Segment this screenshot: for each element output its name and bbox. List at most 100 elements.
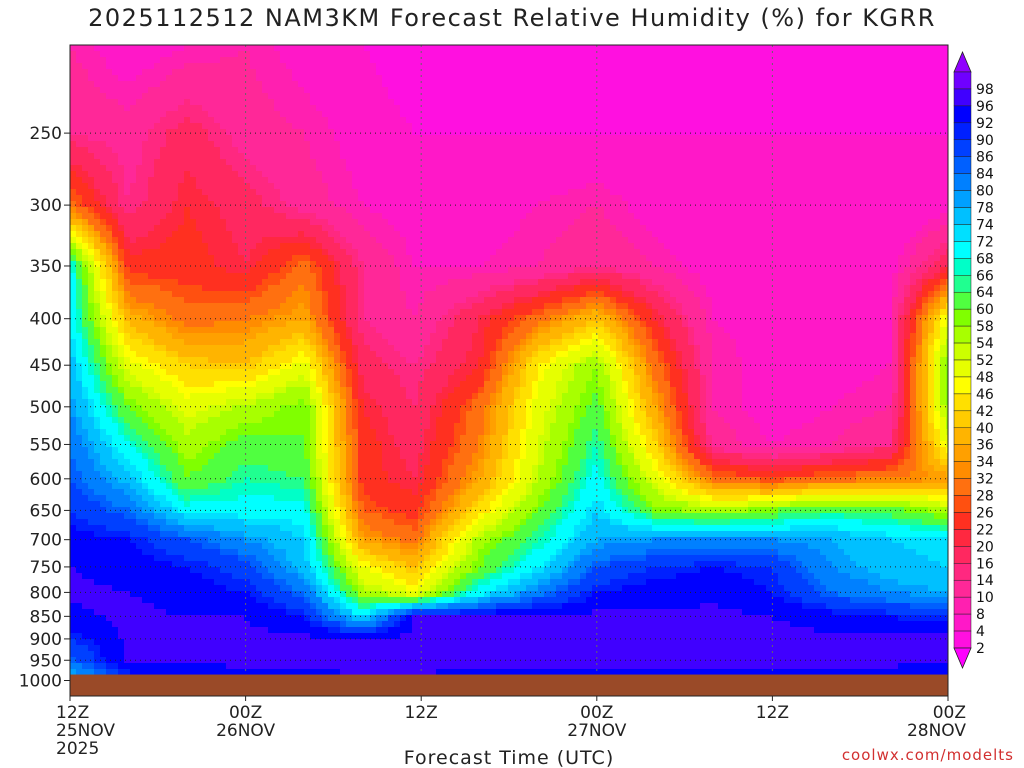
rh-cell: [358, 195, 365, 202]
rh-cell: [748, 231, 755, 238]
rh-cell: [454, 141, 461, 148]
rh-cell: [706, 207, 713, 214]
rh-cell: [130, 135, 137, 142]
rh-cell: [382, 51, 389, 58]
rh-cell: [322, 57, 329, 64]
rh-cell: [490, 207, 497, 214]
rh-cell: [928, 231, 935, 238]
rh-cell: [130, 171, 137, 178]
rh-cell: [310, 105, 317, 112]
rh-cell: [550, 129, 557, 136]
rh-cell: [172, 237, 179, 244]
rh-cell: [466, 183, 473, 190]
rh-cell: [148, 207, 155, 214]
rh-cell: [352, 105, 359, 112]
rh-cell: [580, 99, 587, 106]
rh-cell: [562, 63, 569, 70]
rh-cell: [784, 141, 791, 148]
rh-cell: [304, 201, 311, 208]
rh-cell: [322, 141, 329, 148]
rh-cell: [82, 117, 89, 124]
rh-cell: [262, 111, 269, 118]
rh-cell: [376, 75, 383, 82]
rh-cell: [592, 213, 599, 220]
rh-cell: [214, 117, 221, 124]
rh-cell: [268, 57, 275, 64]
rh-cell: [586, 195, 593, 202]
rh-cell: [580, 201, 587, 208]
rh-cell: [790, 177, 797, 184]
rh-cell: [874, 177, 881, 184]
rh-cell: [868, 51, 875, 58]
rh-cell: [394, 147, 401, 154]
rh-cell: [112, 93, 119, 100]
rh-cell: [550, 171, 557, 178]
rh-cell: [682, 183, 689, 190]
rh-cell: [364, 51, 371, 58]
rh-cell: [100, 177, 107, 184]
rh-cell: [100, 111, 107, 118]
rh-cell: [562, 123, 569, 130]
rh-cell: [934, 45, 941, 52]
rh-cell: [736, 123, 743, 130]
rh-cell: [874, 237, 881, 244]
rh-cell: [538, 75, 545, 82]
rh-cell: [232, 213, 239, 220]
rh-cell: [496, 189, 503, 196]
rh-cell: [262, 141, 269, 148]
rh-cell: [310, 159, 317, 166]
rh-cell: [118, 213, 125, 220]
rh-cell: [244, 81, 251, 88]
rh-cell: [754, 123, 761, 130]
rh-cell: [802, 87, 809, 94]
rh-cell: [244, 93, 251, 100]
rh-cell: [256, 81, 263, 88]
rh-cell: [184, 75, 191, 82]
rh-cell: [298, 45, 305, 52]
rh-cell: [514, 117, 521, 124]
rh-cell: [202, 105, 209, 112]
rh-cell: [154, 195, 161, 202]
rh-cell: [844, 87, 851, 94]
rh-cell: [904, 165, 911, 172]
rh-cell: [946, 57, 949, 64]
rh-cell: [670, 99, 677, 106]
rh-cell: [88, 135, 95, 142]
rh-cell: [502, 237, 509, 244]
rh-cell: [778, 219, 785, 226]
rh-cell: [826, 111, 833, 118]
rh-cell: [136, 87, 143, 94]
rh-cell: [364, 231, 371, 238]
rh-cell: [160, 81, 167, 88]
rh-cell: [826, 117, 833, 124]
rh-cell: [184, 213, 191, 220]
rh-cell: [658, 231, 665, 238]
rh-cell: [652, 135, 659, 142]
rh-cell: [196, 105, 203, 112]
rh-cell: [472, 201, 479, 208]
rh-cell: [226, 45, 233, 52]
rh-cell: [448, 117, 455, 124]
rh-cell: [298, 189, 305, 196]
rh-cell: [736, 63, 743, 70]
rh-cell: [796, 183, 803, 190]
rh-cell: [412, 183, 419, 190]
rh-cell: [532, 93, 539, 100]
rh-cell: [244, 159, 251, 166]
rh-cell: [850, 135, 857, 142]
rh-cell: [652, 225, 659, 232]
rh-cell: [220, 237, 227, 244]
rh-cell: [412, 75, 419, 82]
rh-cell: [712, 231, 719, 238]
rh-cell: [490, 231, 497, 238]
rh-cell: [124, 111, 131, 118]
rh-cell: [148, 171, 155, 178]
rh-cell: [832, 183, 839, 190]
rh-cell: [334, 225, 341, 232]
rh-cell: [208, 69, 215, 76]
rh-cell: [442, 171, 449, 178]
rh-cell: [676, 93, 683, 100]
rh-cell: [646, 51, 653, 58]
rh-cell: [496, 159, 503, 166]
rh-cell: [538, 201, 545, 208]
